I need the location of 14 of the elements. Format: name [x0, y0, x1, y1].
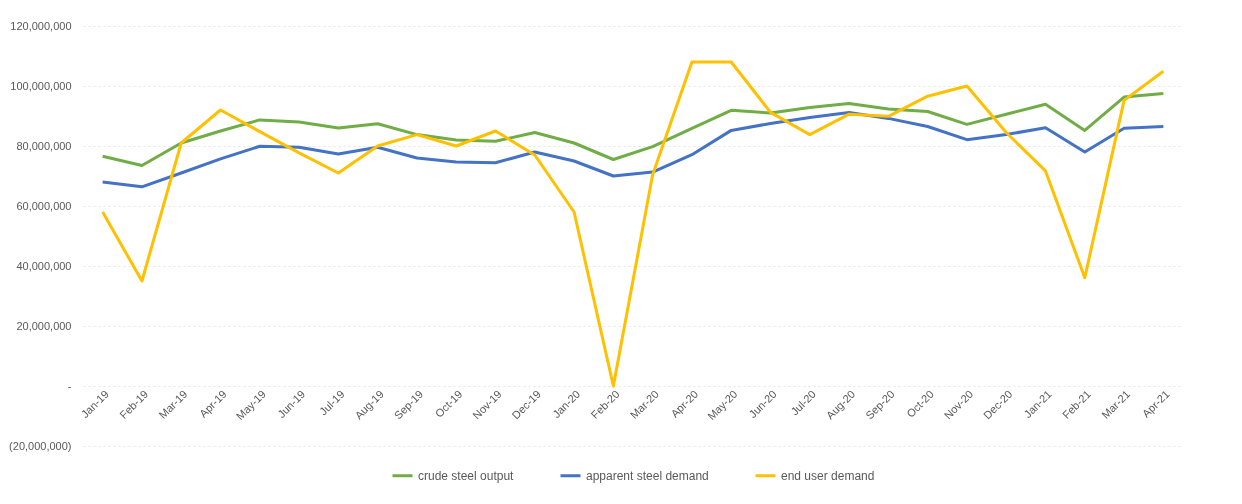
y-tick-label: (20,000,000) — [9, 439, 72, 452]
line-series — [101, 60, 1165, 388]
line-series — [101, 110, 1165, 189]
y-tick-label: 100,000,000 — [10, 79, 72, 92]
legend-label: end user demand — [781, 468, 875, 483]
y-tick-label: 80,000,000 — [16, 139, 72, 152]
y-tick-label: - — [67, 379, 72, 392]
line-series — [101, 92, 1165, 167]
y-tick-label: 120,000,000 — [10, 19, 72, 32]
y-tick-label: 20,000,000 — [16, 319, 72, 332]
legend-label: crude steel output — [418, 468, 515, 483]
y-tick-label: 60,000,000 — [16, 199, 72, 212]
y-tick-label: 40,000,000 — [16, 259, 72, 272]
legend-label: apparent steel demand — [586, 468, 709, 483]
